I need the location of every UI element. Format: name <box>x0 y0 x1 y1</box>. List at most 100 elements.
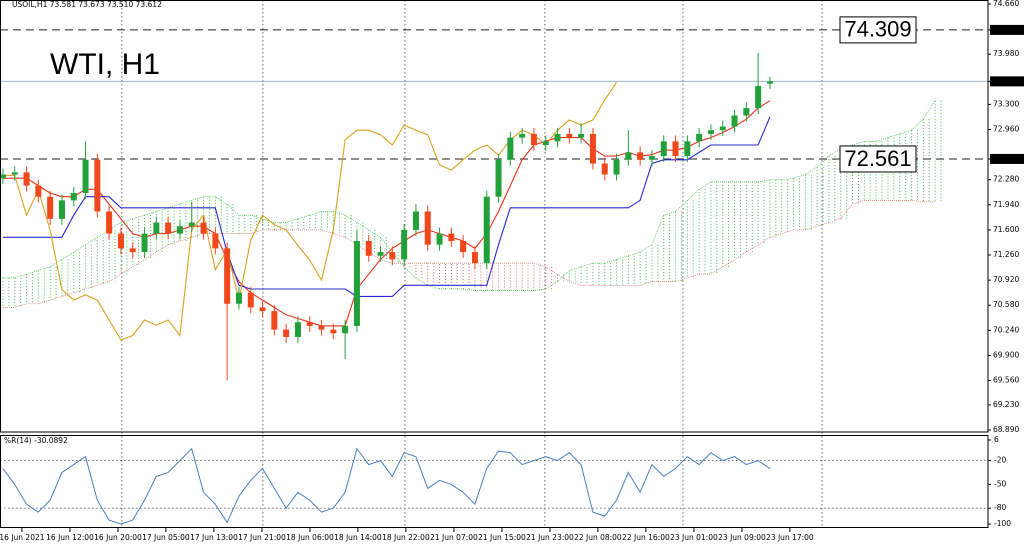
y-tick-label: 70.240 <box>993 325 1019 334</box>
y-tick-label: 69.900 <box>993 350 1019 359</box>
candle-body <box>696 133 703 142</box>
candle-body <box>117 233 124 249</box>
candle-body <box>719 126 726 131</box>
y-tick-label: 68.890 <box>993 425 1019 434</box>
sub-frame <box>0 435 989 528</box>
level-box <box>839 16 917 44</box>
x-tick-label: 23 Jun 17:00 <box>766 533 814 542</box>
main-frame <box>0 0 989 433</box>
candle-body <box>70 193 77 201</box>
candle-body <box>377 252 384 256</box>
candle-body <box>330 329 337 334</box>
candle-body <box>460 240 467 253</box>
y-tick-label: 72.280 <box>993 175 1019 184</box>
annotation: WTI, H1 <box>50 48 160 81</box>
level-box <box>839 145 917 173</box>
candle-body <box>82 159 89 194</box>
x-tick-label: 22 Jun 08:00 <box>574 533 622 542</box>
candle-body <box>23 172 30 186</box>
candle-body <box>495 159 502 197</box>
y-tick-label: 72.960 <box>993 125 1019 134</box>
candle-body <box>94 159 101 212</box>
candle-body <box>318 325 325 330</box>
candle-body <box>294 322 301 337</box>
candle-body <box>353 240 360 326</box>
candle-body <box>200 222 207 234</box>
y-tick-label: -20 <box>994 456 1006 465</box>
candle-body <box>58 200 65 219</box>
candle-body <box>625 152 632 160</box>
y-tick-label: 70.920 <box>993 275 1019 284</box>
x-tick-label: 17 Jun 05:00 <box>142 533 190 542</box>
x-tick-label: 18 Jun 14:00 <box>334 533 382 542</box>
candle-body <box>342 325 349 334</box>
candle-body <box>613 159 620 175</box>
candle-body <box>707 130 714 134</box>
candle-body <box>389 252 396 260</box>
span-b <box>2 200 936 308</box>
candle-body <box>566 133 573 138</box>
candle-body <box>401 229 408 260</box>
indicator-line <box>2 116 771 297</box>
x-tick-label: 16 Jun 2021 <box>0 533 45 542</box>
x-tick-label: 21 Jun 23:00 <box>526 533 574 542</box>
candle-body <box>589 133 596 164</box>
y-tick-box <box>990 153 1024 164</box>
y-tick-label: 71.260 <box>993 250 1019 259</box>
candle-body <box>259 307 266 312</box>
candle-body <box>542 141 549 146</box>
y-tick-label: 6 <box>994 435 999 444</box>
candle-body <box>271 311 278 330</box>
candle-body <box>672 141 679 157</box>
y-tick-label: 74.309 <box>993 25 1019 34</box>
candle-body <box>129 248 136 253</box>
level-label: 72.561 <box>844 146 911 171</box>
x-tick-label: 18 Jun 22:00 <box>382 533 430 542</box>
x-tick-label: 21 Jun 07:00 <box>430 533 478 542</box>
candle-body <box>106 211 113 234</box>
candle-body <box>224 248 231 304</box>
candle-body <box>176 226 183 234</box>
candle-body <box>412 211 419 230</box>
candle-body <box>554 133 561 142</box>
candle-body <box>35 185 42 197</box>
y-tick-label: 71.600 <box>993 225 1019 234</box>
x-tick-label: 18 Jun 06:00 <box>286 533 334 542</box>
y-tick-label: -50 <box>994 479 1006 488</box>
candle-body <box>141 233 148 253</box>
y-tick-label: -100 <box>994 519 1011 528</box>
candle-body <box>212 233 219 249</box>
x-tick-label: 21 Jun 15:00 <box>478 533 526 542</box>
y-tick-box <box>990 24 1024 35</box>
candle-body <box>188 222 195 227</box>
y-tick-label: -80 <box>994 503 1006 512</box>
candle-body <box>648 156 655 160</box>
candle-body <box>507 137 514 160</box>
x-tick-label: 23 Jun 01:00 <box>670 533 718 542</box>
candle-body <box>766 81 773 84</box>
level-label: 74.309 <box>844 17 911 42</box>
candle-body <box>283 329 290 337</box>
candle-body <box>755 85 762 109</box>
candle-body <box>424 211 431 245</box>
candle-body <box>247 292 254 308</box>
candle-body <box>731 115 738 127</box>
candle-body <box>660 141 667 157</box>
candle-body <box>448 233 455 241</box>
candle-body <box>11 172 18 175</box>
candle-body <box>235 292 242 304</box>
y-tick-label: 74.660 <box>993 0 1019 8</box>
y-tick-label: 70.580 <box>993 300 1019 309</box>
candle-body <box>483 196 490 264</box>
candle-body <box>471 252 478 264</box>
candle-body <box>743 108 750 116</box>
y-tick-label: 69.560 <box>993 376 1019 385</box>
candle-body <box>153 222 160 234</box>
indicator-line <box>2 81 617 341</box>
candle-body <box>637 152 644 160</box>
symbol-info: USOIL,H1 73.581 73.673 73.510 73.612 <box>12 0 162 9</box>
candle-body <box>306 322 313 326</box>
candle-body <box>0 174 6 179</box>
candle-body <box>601 163 608 175</box>
